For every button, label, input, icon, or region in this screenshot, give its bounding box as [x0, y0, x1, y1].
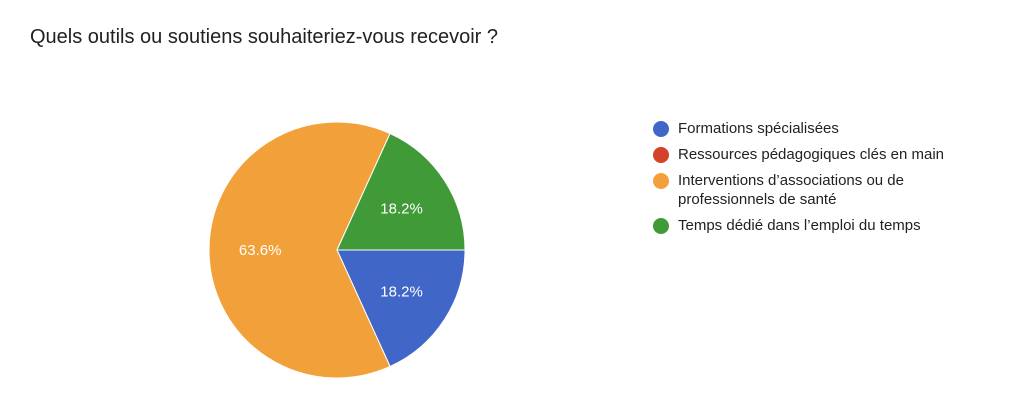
- legend-item[interactable]: Temps dédié dans l’emploi du temps: [653, 216, 998, 235]
- legend-swatch-icon: [653, 218, 669, 234]
- pie-slice[interactable]: [208, 121, 391, 379]
- legend-swatch-icon: [653, 173, 669, 189]
- slice-data-label: 18.2%: [380, 200, 423, 217]
- chart-title: Quels outils ou soutiens souhaiteriez-vo…: [30, 26, 499, 48]
- legend-swatch-icon: [653, 147, 669, 163]
- slice-data-label: 18.2%: [380, 284, 423, 301]
- legend-item[interactable]: Interventions d’associations ou de profe…: [653, 171, 998, 209]
- legend-swatch-icon: [653, 121, 669, 137]
- slice-data-label: 63.6%: [239, 242, 282, 259]
- pie-slice[interactable]: [336, 249, 466, 368]
- legend-item[interactable]: Ressources pédagogiques clés en main: [653, 145, 998, 164]
- legend-label: Formations spécialisées: [678, 120, 839, 137]
- pie-slice[interactable]: [336, 132, 466, 251]
- legend-label: Temps dédié dans l’emploi du temps: [678, 217, 921, 234]
- legend-label: Ressources pédagogiques clés en main: [678, 146, 944, 163]
- legend: Formations spécialisées Ressources pédago…: [653, 119, 998, 242]
- legend-label: Interventions d’associations ou de profe…: [678, 172, 904, 208]
- legend-item[interactable]: Formations spécialisées: [653, 119, 998, 138]
